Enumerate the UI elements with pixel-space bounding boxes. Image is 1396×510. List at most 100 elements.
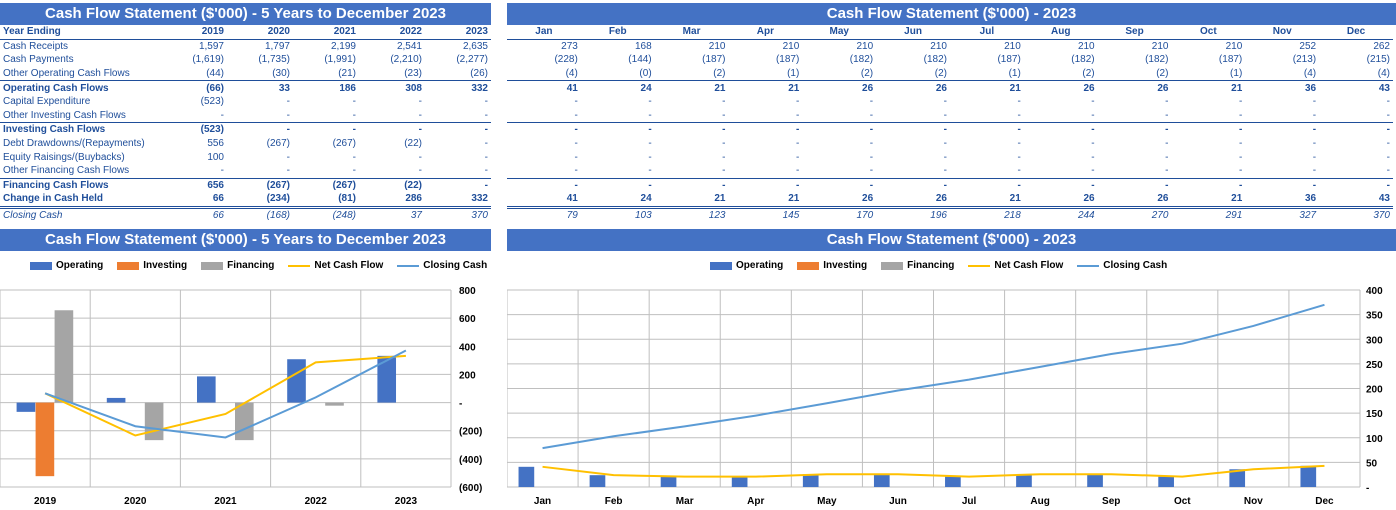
column-header: Jan	[507, 25, 581, 40]
table-cell: -	[949, 177, 1024, 193]
table-cell: -	[1023, 177, 1098, 193]
table-row: Cash Receipts 1,597 1,797 2,199 2,541 2,635	[0, 39, 491, 53]
table-cell: 556	[207, 138, 224, 150]
y-tick-label: 250	[1366, 360, 1383, 371]
y-tick-label: 800	[459, 286, 476, 297]
table-cell: 26	[876, 192, 950, 209]
table-cell: (523)	[200, 96, 224, 108]
legend-swatch	[201, 261, 224, 270]
table-cell: -	[802, 177, 877, 193]
table-cell: -	[418, 96, 422, 108]
table-cell: -	[484, 138, 488, 150]
table-cell: -	[1017, 138, 1021, 150]
table-cell: 168	[634, 40, 652, 52]
table-row: 41 24 21 21 26 26 21 26 26 21 36 43	[507, 80, 1393, 95]
table-cell: -	[648, 165, 652, 177]
table-cell: -	[574, 165, 578, 177]
table-cell: -	[580, 122, 655, 137]
table-cell: -	[352, 151, 356, 163]
table-cell: (2,210)	[390, 54, 422, 66]
table-cell: -	[795, 109, 800, 121]
table-cell: 273	[561, 40, 578, 52]
right-chart-title: Cash Flow Statement ($'000) - 2023	[507, 229, 1396, 251]
table-cell: -	[869, 109, 874, 121]
table-cell: -	[418, 109, 422, 121]
table-cell: -	[1165, 109, 1169, 121]
legend-label: Net Cash Flow	[314, 260, 384, 271]
y-tick-label: (200)	[459, 427, 482, 438]
table-cell: -	[1319, 177, 1393, 193]
table-cell: (1)	[1230, 68, 1243, 80]
table-cell: (523)	[161, 122, 227, 137]
legend-swatch	[397, 264, 420, 267]
table-cell: -	[1312, 165, 1317, 177]
table-row: ------------	[507, 177, 1393, 193]
table-cell: -	[484, 165, 488, 177]
table-cell: 218	[1004, 210, 1021, 222]
legend-swatch	[1077, 264, 1100, 267]
table-cell: -	[1312, 109, 1317, 121]
table-cell: 210	[1225, 40, 1243, 52]
right-table-title: Cash Flow Statement ($'000) - 2023	[507, 3, 1396, 25]
table-cell: 327	[1299, 210, 1317, 222]
x-tick-label: 2022	[305, 496, 328, 507]
x-tick-label: Jan	[534, 496, 551, 507]
legend-label: Closing Cash	[423, 260, 488, 271]
table-cell: (22)	[359, 177, 425, 193]
table-cell: -	[722, 138, 726, 150]
x-tick-label: Feb	[605, 496, 623, 507]
table-cell: -	[484, 109, 488, 121]
y-tick-label: -	[459, 399, 462, 410]
table-cell: (1)	[787, 68, 800, 80]
left-chart-title: Cash Flow Statement ($'000) - 5 Years to…	[0, 229, 491, 251]
table-cell: -	[795, 96, 800, 108]
table-cell: (4)	[1303, 68, 1317, 80]
table-cell: -	[1091, 151, 1095, 163]
x-tick-label: Mar	[676, 496, 694, 507]
table-cell: -	[1386, 96, 1390, 108]
table-cell: 210	[708, 40, 726, 52]
table-cell: 36	[1245, 80, 1320, 95]
table-cell: -	[1312, 151, 1317, 163]
right-cash-flow-table: Jan Feb Mar Apr May Jun Jul Aug Sep Oct Nov Dec 273 1…	[507, 25, 1393, 222]
table-cell: -	[1097, 177, 1172, 193]
table-cell: 43	[1319, 80, 1393, 95]
bar-operating	[945, 476, 961, 487]
table-cell: 145	[782, 210, 800, 222]
bar-operating	[873, 474, 890, 487]
table-cell: -	[648, 151, 652, 163]
table-cell: -	[1238, 138, 1243, 150]
x-tick-label: Nov	[1244, 496, 1263, 507]
table-cell: 370	[1373, 210, 1390, 222]
table-cell: -	[802, 122, 877, 137]
table-cell: 21	[654, 192, 729, 209]
table-cell: -	[876, 177, 950, 193]
table-cell: -	[722, 96, 726, 108]
table-cell: (66)	[161, 80, 227, 95]
table-cell: -	[943, 151, 947, 163]
table-cell: 210	[782, 40, 800, 52]
column-header: 2021	[293, 25, 359, 40]
table-cell: 370	[471, 210, 488, 222]
legend-item: Net Cash Flow	[288, 260, 383, 271]
table-cell: (21)	[338, 68, 356, 80]
table-row: (4) (0) (2) (1) (2) (2) (1) (2) (2) (1) (4) (4)	[507, 67, 1393, 81]
table-cell: 308	[359, 80, 425, 95]
y-tick-label: 200	[1366, 385, 1383, 396]
table-cell: -	[795, 165, 800, 177]
legend-label: Closing Cash	[1103, 260, 1168, 271]
table-cell: -	[352, 109, 356, 121]
table-cell: 26	[876, 80, 950, 95]
header-label: Year Ending	[0, 25, 161, 40]
table-cell: -	[1091, 138, 1095, 150]
legend-label: Operating	[736, 260, 784, 271]
table-cell: (1,735)	[258, 54, 290, 66]
table-cell: -	[1165, 138, 1169, 150]
table-cell: 210	[856, 40, 874, 52]
bar-operating	[660, 476, 677, 487]
table-cell: -	[654, 122, 729, 137]
table-cell: (182)	[1145, 54, 1169, 66]
table-header-row: Jan Feb Mar Apr May Jun Jul Aug Sep Oct Nov Dec	[507, 25, 1393, 40]
table-row: Equity Raisings/(Buybacks) 100 - - - -	[0, 150, 491, 164]
table-cell: 123	[708, 210, 726, 222]
